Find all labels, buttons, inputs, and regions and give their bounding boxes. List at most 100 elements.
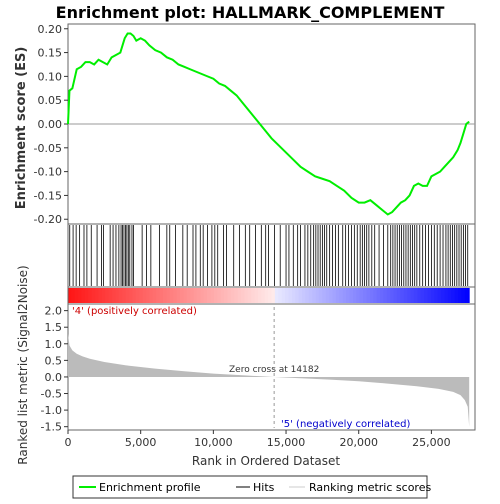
colorbar-segment (200, 288, 205, 303)
colorbar-segment (400, 288, 405, 303)
colorbar-segment (176, 288, 181, 303)
enrichment-profile-line (67, 32, 470, 216)
metric-y-tick-label: -0.5 (41, 388, 62, 401)
colorbar-segment (156, 288, 161, 303)
colorbar-segment (302, 288, 306, 303)
colorbar-segment (434, 288, 439, 303)
ranking-metric-area (68, 333, 470, 427)
colorbar-segment (285, 288, 289, 303)
colorbar-segment (464, 288, 469, 303)
colorbar-segment (257, 288, 262, 303)
colorbar-segment (410, 288, 415, 303)
colorbar-segment (91, 288, 96, 303)
colorbar-segment (305, 288, 310, 303)
colorbar-segment (329, 288, 334, 303)
es-y-axis-label: Enrichment score (ES) (14, 47, 29, 210)
enrichment-profile-group (67, 32, 470, 216)
colorbar-segment (407, 288, 412, 303)
es-y-tick-label: 0.20 (38, 23, 63, 36)
colorbar-segment (207, 288, 211, 303)
colorbar-segment (115, 288, 120, 303)
colorbar-segment (244, 288, 249, 303)
colorbar-segment (396, 288, 401, 303)
colorbar-segment (454, 288, 459, 303)
colorbar-segment (308, 288, 313, 303)
colorbar-segment (108, 288, 113, 303)
colorbar-segment (162, 288, 167, 303)
colorbar-segment (380, 288, 384, 303)
colorbar-segment (420, 288, 425, 303)
rank-colorbar (68, 288, 470, 303)
colorbar-segment (159, 288, 164, 303)
metric-y-tick-label: -1.5 (41, 421, 62, 434)
colorbar-segment (68, 288, 72, 303)
colorbar-segment (352, 288, 357, 303)
es-y-axis: 0.20 0.15 0.10 0.05 0.00 -0.05 -0.10 -0.15 -0.20 (34, 23, 68, 226)
metric-x-tick-label: 25,000 (412, 436, 451, 449)
colorbar-segment (122, 288, 127, 303)
colorbar-segment (444, 288, 449, 303)
colorbar-segment (217, 288, 222, 303)
hits-frame (67, 223, 476, 288)
colorbar-segment (227, 288, 232, 303)
es-y-tick-label: 0.10 (38, 70, 63, 83)
colorbar-segment (342, 288, 347, 303)
colorbar-segment (264, 288, 269, 303)
colorbar-segment (105, 288, 110, 303)
colorbar-segment (291, 288, 296, 303)
colorbar-segment (169, 288, 174, 303)
colorbar-segment (125, 288, 130, 303)
colorbar-segment (166, 288, 171, 303)
metric-y-axis: 2.0 1.5 1.0 0.5 0.0 -0.5 -1.0 -1.5 (41, 305, 68, 434)
colorbar-segment (441, 288, 445, 303)
colorbar-segment (112, 288, 116, 303)
positive-correlation-label: '4' (positively correlated) (72, 306, 197, 317)
ranking-metric-area-group (68, 333, 470, 427)
colorbar-segment (325, 288, 330, 303)
colorbar-segment (390, 288, 395, 303)
colorbar-segment (339, 288, 344, 303)
colorbar-segment (373, 288, 378, 303)
colorbar-segment (149, 288, 154, 303)
es-y-tick-label: -0.05 (34, 142, 62, 155)
chart-title: Enrichment plot: HALLMARK_COMPLEMENT (56, 3, 445, 22)
metric-y-tick-label: 1.0 (45, 338, 63, 351)
colorbar-segment (132, 288, 137, 303)
metric-y-tick-label: 0.5 (45, 354, 63, 367)
colorbar-segment (74, 288, 79, 303)
metric-x-tick-label: 15,000 (267, 436, 306, 449)
colorbar-segment (203, 288, 208, 303)
colorbar-segment (118, 288, 123, 303)
colorbar-segment (268, 288, 272, 303)
colorbar-segment (247, 288, 252, 303)
es-y-tick-label: -0.15 (34, 189, 62, 202)
colorbar-segment (430, 288, 435, 303)
metric-x-tick-label: 5,000 (125, 436, 157, 449)
colorbar-segment (190, 288, 194, 303)
colorbar-segment (335, 288, 340, 303)
colorbar-segment (458, 288, 462, 303)
colorbar-segment (271, 288, 276, 303)
colorbar-segment (95, 288, 100, 303)
colorbar-segment (427, 288, 432, 303)
colorbar-segment (101, 288, 106, 303)
colorbar-segment (413, 288, 418, 303)
colorbar-segment (81, 288, 86, 303)
colorbar-segment (237, 288, 242, 303)
colorbar-segment (135, 288, 140, 303)
colorbar-segment (437, 288, 442, 303)
colorbar-segment (359, 288, 364, 303)
metric-y-tick-label: -1.0 (41, 404, 62, 417)
colorbar-segment (240, 288, 245, 303)
colorbar-segment (424, 288, 429, 303)
colorbar-segment (98, 288, 103, 303)
colorbar-segment (278, 288, 283, 303)
colorbar-segment (376, 288, 381, 303)
metric-y-axis-label: Ranked list metric (Signal2Noise) (16, 265, 30, 464)
legend-ranking-label: Ranking metric scores (309, 481, 431, 494)
colorbar-segment (403, 288, 408, 303)
es-y-tick-label: 0.05 (38, 94, 63, 107)
colorbar-segment (88, 288, 93, 303)
metric-y-tick-label: 0.0 (45, 371, 63, 384)
